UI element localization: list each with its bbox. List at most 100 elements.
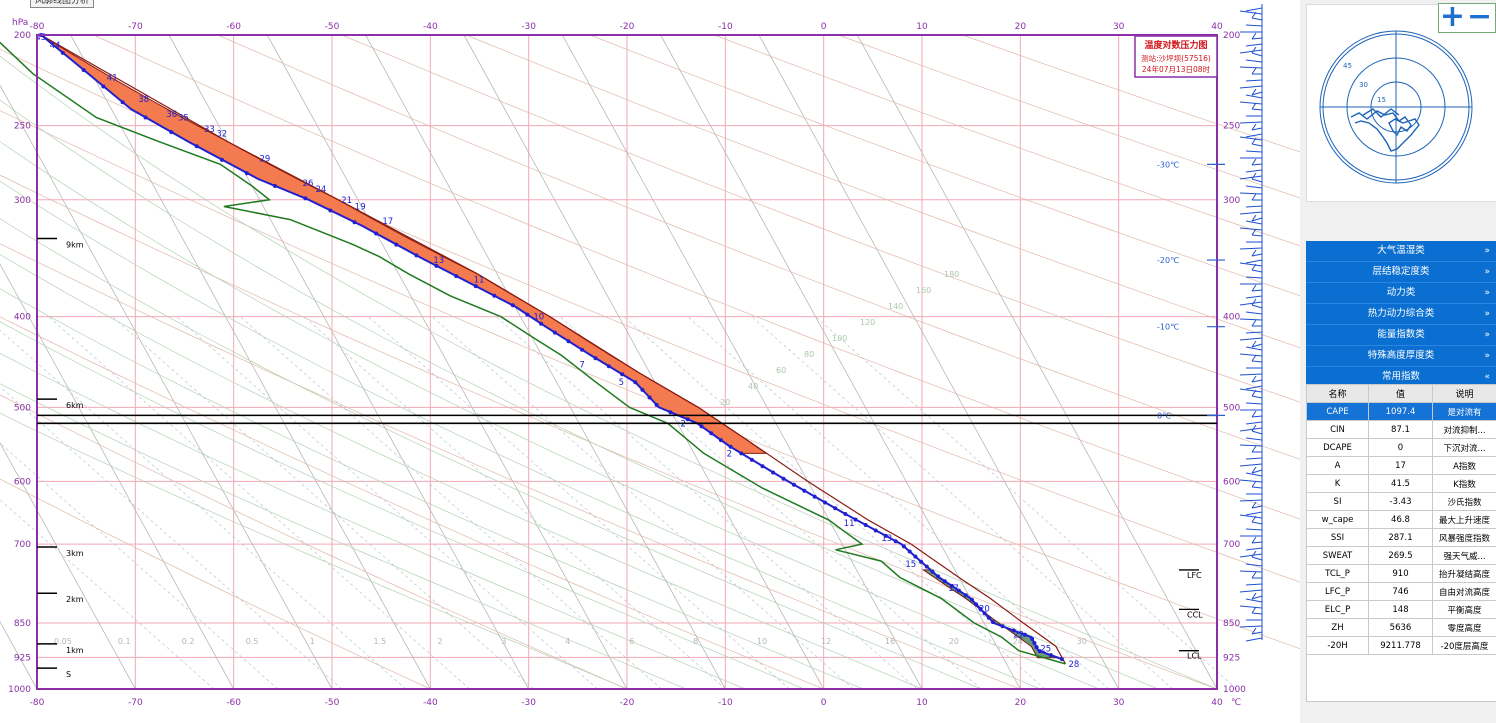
wind-barb bbox=[1239, 10, 1263, 15]
skew-isotherm bbox=[856, 34, 1218, 690]
p-tick-label-right: 600 bbox=[1223, 477, 1240, 487]
category-item[interactable]: 动力类» bbox=[1306, 283, 1496, 304]
p-tick-label-left: 600 bbox=[14, 477, 31, 487]
temperature-point-label: 25 bbox=[1040, 644, 1051, 654]
table-row[interactable]: DCAPE 0 下沉对流... bbox=[1306, 438, 1496, 457]
chart-frame bbox=[36, 34, 1218, 690]
index-value: -3.43 bbox=[1368, 492, 1433, 511]
table-row[interactable]: CIN 87.1 对流抑制... bbox=[1306, 420, 1496, 439]
chart-border bbox=[36, 34, 1218, 690]
temperature-point bbox=[771, 470, 775, 475]
x-tick-label-bottom: 0 bbox=[821, 698, 827, 708]
moist-adiabat bbox=[0, 99, 1159, 690]
table-row[interactable]: w_cape 46.8 最大上升速度 bbox=[1306, 510, 1496, 529]
temperature-point bbox=[873, 528, 878, 533]
wind-barb bbox=[1239, 301, 1263, 306]
window-tab[interactable]: 风廓线图分析 bbox=[30, 0, 95, 8]
mixing-ratio-label: 1.5 bbox=[374, 637, 387, 646]
wind-barb-flag bbox=[1251, 550, 1257, 558]
temperature-point bbox=[606, 364, 611, 369]
moist-adiabat bbox=[0, 55, 1218, 690]
x-tick-label-bottom: -80 bbox=[30, 698, 45, 708]
adiabat-label: 60 bbox=[776, 366, 786, 375]
chart-title: 温度对数压力图 bbox=[1144, 39, 1207, 51]
table-row[interactable]: -20H 9211.778 -20度层高度 bbox=[1306, 636, 1496, 655]
mixing-ratio-label: 6 bbox=[629, 637, 634, 646]
temperature-point bbox=[1030, 636, 1035, 641]
table-row[interactable]: SI -3.43 沙氏指数 bbox=[1306, 492, 1496, 511]
temperature-point bbox=[802, 488, 807, 493]
col-header-value[interactable]: 值 bbox=[1368, 384, 1433, 403]
category-item[interactable]: 大气温湿类» bbox=[1306, 241, 1496, 262]
moist-adiabat bbox=[0, 254, 923, 690]
temperature-point bbox=[978, 606, 983, 611]
temperature-point-label: 32 bbox=[216, 130, 227, 140]
category-item[interactable]: 能量指数类» bbox=[1306, 325, 1496, 346]
p-tick-label-right: 925 bbox=[1223, 653, 1240, 663]
wind-barb-flag bbox=[1251, 466, 1257, 474]
mixing-ratio-line bbox=[623, 316, 1046, 690]
wind-barb bbox=[1239, 49, 1263, 54]
category-item[interactable]: 特殊高度厚度类» bbox=[1306, 346, 1496, 367]
x-tick-label-top: -70 bbox=[128, 22, 143, 32]
wind-barb bbox=[1245, 637, 1263, 642]
skew-isotherm bbox=[758, 34, 1120, 690]
temperature-point bbox=[853, 517, 858, 522]
table-row[interactable]: SWEAT 269.5 强天气威... bbox=[1306, 546, 1496, 565]
x-tick-label-bottom: -70 bbox=[128, 698, 143, 708]
category-item[interactable]: 热力动力综合类» bbox=[1306, 304, 1496, 325]
temperature-point-label: 20 bbox=[979, 604, 990, 614]
p-tick-label-left: 850 bbox=[14, 619, 31, 629]
wind-barb bbox=[1239, 589, 1263, 593]
mixing-ratio-line bbox=[0, 386, 343, 690]
table-row[interactable]: TCL_P 910 抬升凝结高度 bbox=[1306, 564, 1496, 583]
wind-barb bbox=[1245, 598, 1263, 603]
wind-barb bbox=[1251, 360, 1263, 363]
mixing-ratio-line bbox=[367, 316, 790, 690]
table-row[interactable]: A 17 A指数 bbox=[1306, 456, 1496, 475]
x-tick-label-top: -30 bbox=[521, 22, 536, 32]
temperature-point bbox=[942, 579, 947, 584]
col-header-name[interactable]: 名称 bbox=[1306, 384, 1369, 403]
wind-barb bbox=[1245, 7, 1263, 12]
table-row[interactable]: CAPE 1097.4 是对流有 bbox=[1306, 402, 1496, 421]
skewt-chart[interactable]: 0.05 0.1 0.2 0.5 1 1.5 2 3 4 6 8 10 12 16 20 24 30204060… bbox=[0, 0, 1300, 723]
wind-barb-flag bbox=[1251, 627, 1257, 635]
wind-barb bbox=[1245, 133, 1263, 138]
mixing-ratio-line bbox=[687, 316, 1110, 690]
temperature-point-label: 22 bbox=[1013, 631, 1024, 641]
axis-labels: -80 -80 -70 -70 -60 -60 -50 -50 -40 -40 -30 -30 -20 -… bbox=[8, 18, 1246, 708]
wind-barb bbox=[1251, 178, 1263, 183]
table-row[interactable]: K 41.5 K指数 bbox=[1306, 474, 1496, 493]
index-name: SI bbox=[1306, 492, 1369, 511]
zoom-button[interactable]: +− bbox=[1438, 0, 1496, 34]
adiabat-label: 100 bbox=[832, 334, 847, 343]
mixing-ratio-label: 2 bbox=[437, 637, 442, 646]
chart-time: 24年07月13日08时 bbox=[1142, 64, 1211, 74]
wind-barb bbox=[1239, 463, 1263, 467]
isotherm-label: -20℃ bbox=[1157, 256, 1179, 265]
category-item[interactable]: 层结稳定度类» bbox=[1306, 262, 1496, 283]
table-row[interactable]: SSI 287.1 风暴强度指数 bbox=[1306, 528, 1496, 547]
p-tick-label-left: 700 bbox=[14, 540, 31, 550]
table-row[interactable]: ZH 5636 零度高度 bbox=[1306, 618, 1496, 637]
wind-barb bbox=[1239, 553, 1263, 558]
index-name: DCAPE bbox=[1306, 438, 1369, 457]
index-value: 87.1 bbox=[1368, 420, 1433, 439]
temperature-point-label: 13 bbox=[433, 256, 444, 266]
temperature-point bbox=[739, 451, 744, 456]
table-row[interactable]: LFC_P 746 自由对流高度 bbox=[1306, 582, 1496, 601]
col-header-desc[interactable]: 说明 bbox=[1432, 384, 1496, 403]
index-desc: 风暴强度指数 bbox=[1432, 528, 1496, 547]
table-row[interactable]: ELC_P 148 平衡高度 bbox=[1306, 600, 1496, 619]
temperature-point bbox=[492, 293, 497, 298]
index-name: ELC_P bbox=[1306, 600, 1369, 619]
wind-barb bbox=[1239, 175, 1263, 180]
skew-isotherm bbox=[561, 34, 923, 690]
temperature-point bbox=[1022, 632, 1027, 637]
index-table: 名称 值 说明 CAPE 1097.4 是对流有 CIN 87.1 对流抑制... DCAP… bbox=[1306, 384, 1496, 655]
temperature-point-label: 17 bbox=[382, 217, 393, 227]
height-label: 3km bbox=[66, 549, 84, 558]
temperature-point bbox=[143, 115, 148, 120]
